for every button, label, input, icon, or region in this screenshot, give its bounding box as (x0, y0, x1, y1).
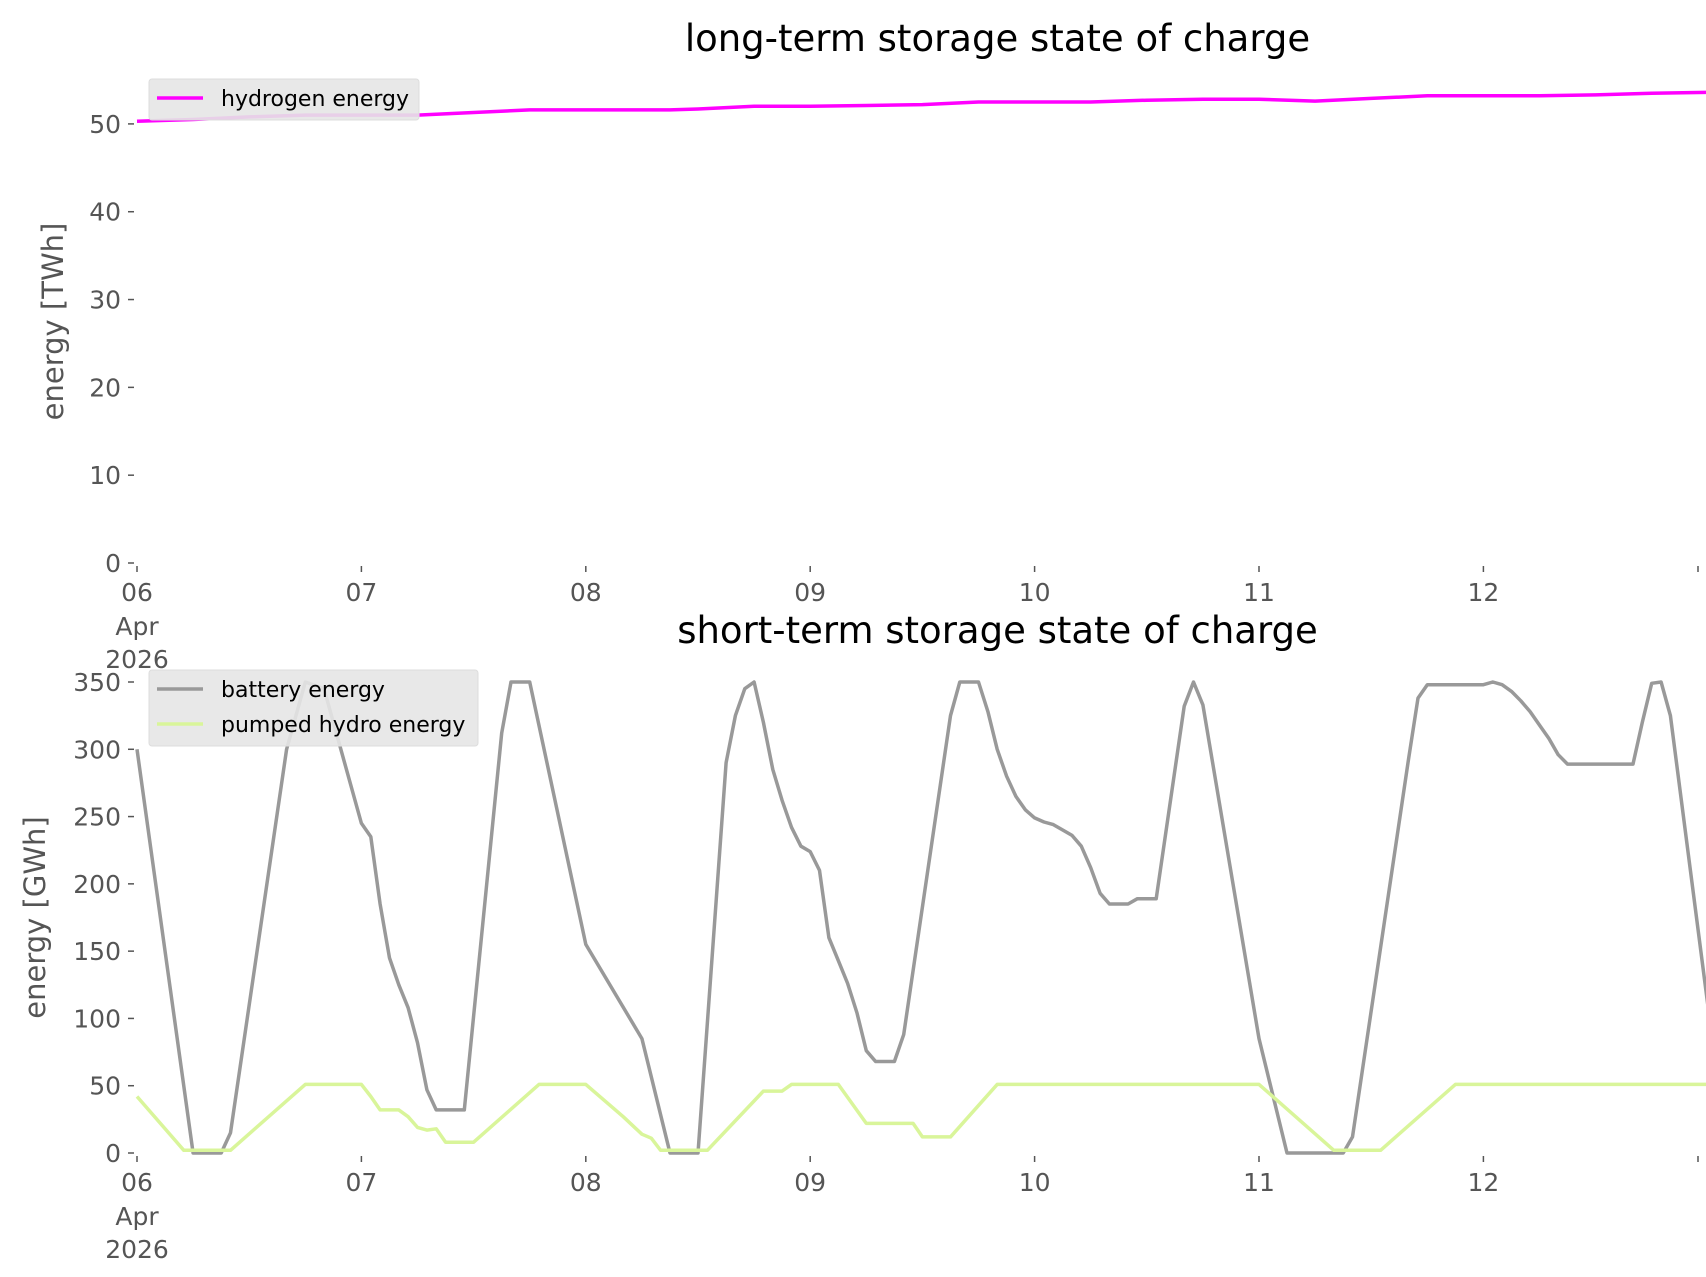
x-tick-sublabel: 2026 (105, 1235, 169, 1264)
legend-box (148, 669, 479, 747)
x-tick-label: 06 (121, 578, 153, 607)
x-tick-label: 11 (1243, 578, 1275, 607)
series-line-battery-energy (135, 680, 1706, 1155)
legend: battery energy pumped hydro energy (148, 669, 479, 747)
x-tick-sublabel: Apr (115, 612, 159, 641)
y-tick-label: 250 (73, 803, 121, 832)
legend-label: hydrogen energy (221, 87, 409, 112)
x-tick-label: 07 (345, 1168, 377, 1197)
legend-box (148, 78, 420, 121)
x-tick-label: 12 (1467, 578, 1499, 607)
x-tick-sublabel: 2026 (105, 645, 169, 674)
y-tick-label: 200 (73, 870, 121, 899)
y-tick-label: 100 (73, 1004, 121, 1033)
y-axis-label: energy [TWh] (36, 223, 70, 421)
chart-title: short-term storage state of charge (677, 609, 1318, 652)
x-tick-label: 10 (1019, 1168, 1051, 1197)
y-tick-label: 20 (89, 373, 121, 402)
y-tick-label: 50 (89, 110, 121, 139)
x-tick-label: 06 (121, 1168, 153, 1197)
x-tick-label: 07 (345, 578, 377, 607)
legend-label: pumped hydro energy (221, 713, 465, 738)
y-tick-label: 0 (105, 1139, 121, 1168)
chart-title: long-term storage state of charge (685, 17, 1310, 60)
x-tick-label: 09 (794, 578, 826, 607)
y-tick-label: 50 (89, 1072, 121, 1101)
legend: hydrogen energy (148, 78, 420, 121)
x-tick-label: 10 (1019, 578, 1051, 607)
y-tick-label: 30 (89, 286, 121, 315)
x-tick-label: 11 (1243, 1168, 1275, 1197)
x-tick-label: 08 (570, 1168, 602, 1197)
y-tick-label: 350 (73, 668, 121, 697)
y-tick-label: 0 (105, 549, 121, 578)
y-tick-label: 300 (73, 735, 121, 764)
legend-label: battery energy (221, 678, 385, 703)
x-tick-label: 12 (1467, 1168, 1499, 1197)
x-tick-sublabel: Apr (115, 1202, 159, 1231)
y-tick-label: 10 (89, 461, 121, 490)
y-tick-label: 40 (89, 198, 121, 227)
series-line-pumped-hydro-energy (135, 1082, 1706, 1153)
x-tick-label: 09 (794, 1168, 826, 1197)
x-tick-label: 08 (570, 578, 602, 607)
chart-1: long-term storage state of charge energy … (36, 17, 1706, 674)
chart-2: short-term storage state of charge energy… (18, 609, 1706, 1264)
y-tick-label: 150 (73, 937, 121, 966)
y-axis-label: energy [GWh] (18, 816, 52, 1018)
